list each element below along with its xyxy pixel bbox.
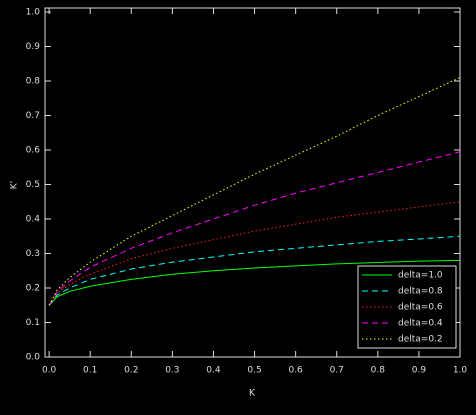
x-tick-label: 0.5 [247,366,261,376]
x-tick-label: 0.2 [124,366,138,376]
y-tick-label: 0.7 [26,111,40,121]
y-tick-label: 0.4 [26,215,41,225]
series-line [48,259,461,306]
y-tick-label: 0.2 [26,284,40,294]
legend-label: delta=0.4 [398,319,443,329]
plot-frame [44,7,461,358]
y-tick-label: 0.9 [26,42,41,52]
legend-label: delta=0.6 [398,303,443,313]
series-line [48,77,461,306]
x-tick-label: 1.0 [453,366,468,376]
x-tick-label: 0.0 [42,366,57,376]
x-tick-label: 0.4 [206,366,221,376]
x-tick-label: 0.8 [371,366,386,376]
legend-label: delta=0.8 [398,287,443,297]
x-tick-label: 0.6 [288,366,303,376]
y-tick-label: 0.0 [26,353,41,363]
x-tick-label: 0.7 [330,366,344,376]
x-tick-label: 0.3 [165,366,179,376]
legend-label: delta=1.0 [398,271,443,281]
legend-label: delta=0.2 [398,335,443,345]
y-tick-label: 0.6 [26,146,41,156]
series-line [48,201,461,306]
series-line [48,151,461,306]
y-tick-label: 0.8 [26,77,41,87]
x-axis-label: K [249,389,256,399]
x-tick-label: 0.9 [412,366,427,376]
y-axis-label: K' [10,181,20,189]
y-tick-label: 0.1 [26,318,40,328]
y-tick-label: 1.0 [26,8,41,18]
y-tick-label: 0.5 [26,180,40,190]
series-line [48,235,461,306]
x-tick-label: 0.1 [83,366,97,376]
y-tick-label: 0.3 [26,249,40,259]
